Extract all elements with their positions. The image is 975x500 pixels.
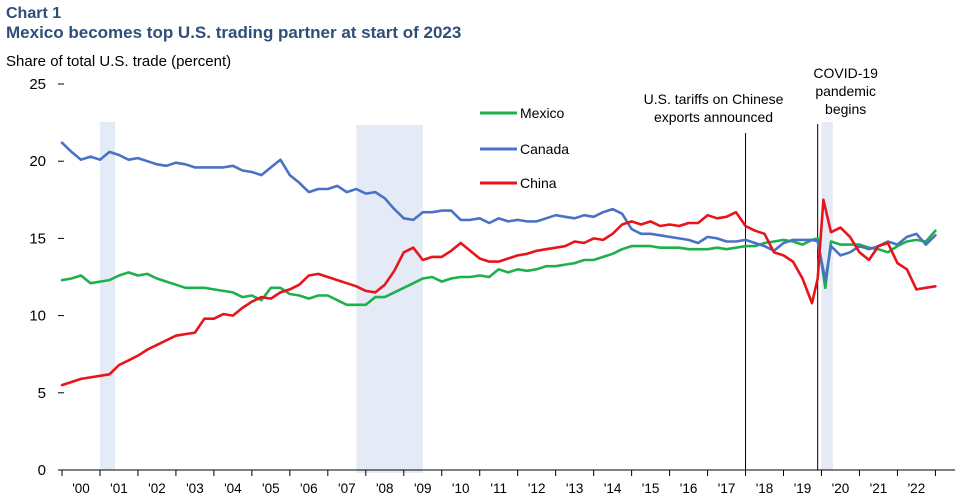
recession-band-1: [356, 125, 423, 473]
y-axis-label: Share of total U.S. trade (percent): [6, 53, 231, 70]
x-tick-label-2012: '12: [528, 481, 546, 496]
x-tick-label-2011: '11: [490, 481, 507, 496]
y-tick-label-20: 20: [29, 153, 46, 170]
x-tick-label-2015: '15: [642, 481, 660, 496]
x-tick-label-2021: '21: [870, 481, 888, 496]
y-tick-label-15: 15: [29, 230, 46, 247]
x-tick-label-2020: '20: [832, 481, 850, 496]
chart-label: Chart 1: [6, 5, 61, 22]
chart-title: Mexico becomes top U.S. trading partner …: [6, 23, 461, 42]
x-tick-label-2000: '00: [72, 481, 90, 496]
x-tick-label-2006: '06: [300, 481, 318, 496]
x-tick-label-2004: '04: [224, 481, 242, 496]
y-ticks-group: 0 5 10 15 20 25: [29, 76, 64, 479]
y-tick-label-5: 5: [38, 385, 46, 402]
x-tick-label-2009: '09: [414, 481, 432, 496]
y-tick-label-10: 10: [29, 308, 46, 325]
x-tick-label-2017: '17: [718, 481, 736, 496]
y-tick-label-0: 0: [38, 462, 46, 479]
recession-shading-group: [99, 122, 833, 473]
x-tick-label-2013: '13: [566, 481, 584, 496]
covid-annotation-line3: begins: [825, 101, 866, 117]
y-tick-label-25: 25: [29, 76, 46, 93]
legend-label-china: China: [520, 175, 557, 191]
tariff-annotation-line1: U.S. tariffs on Chinese: [644, 91, 784, 107]
x-tick-label-2014: '14: [604, 481, 622, 496]
series-line-china: [60, 198, 937, 387]
x-tick-label-2016: '16: [680, 481, 698, 496]
x-tick-label-2008: '08: [376, 481, 394, 496]
series-line-canada: [60, 141, 937, 282]
x-tick-label-2010: '10: [452, 481, 470, 496]
x-tick-label-2003: '03: [186, 481, 204, 496]
legend: Mexico Canada China: [480, 105, 569, 191]
x-tick-label-2019: '19: [794, 481, 812, 496]
x-tick-label-2001: '01: [110, 481, 128, 496]
series-group: [60, 141, 937, 387]
recession-band-2: [821, 122, 833, 470]
x-tick-label-2002: '02: [148, 481, 166, 496]
x-tick-label-2018: '18: [756, 481, 774, 496]
tariff-annotation-line2: exports announced: [654, 109, 773, 125]
annotations-group: U.S. tariffs on Chinese exports announce…: [644, 65, 878, 470]
covid-annotation-line2: pandemic: [815, 83, 876, 99]
covid-annotation-line1: COVID-19: [813, 65, 878, 81]
x-tick-label-2005: '05: [262, 481, 280, 496]
x-tick-label-2007: '07: [338, 481, 356, 496]
recession-band-0: [99, 122, 116, 470]
x-ticks-group: '00 '01 '02 '03 '04 '05 '06 '07 '08 '09 '10 '11 '12 '…: [61, 470, 936, 496]
legend-label-canada: Canada: [520, 141, 569, 157]
series-line-mexico: [60, 229, 937, 307]
x-tick-label-2022: '22: [908, 481, 926, 496]
legend-label-mexico: Mexico: [520, 105, 565, 121]
